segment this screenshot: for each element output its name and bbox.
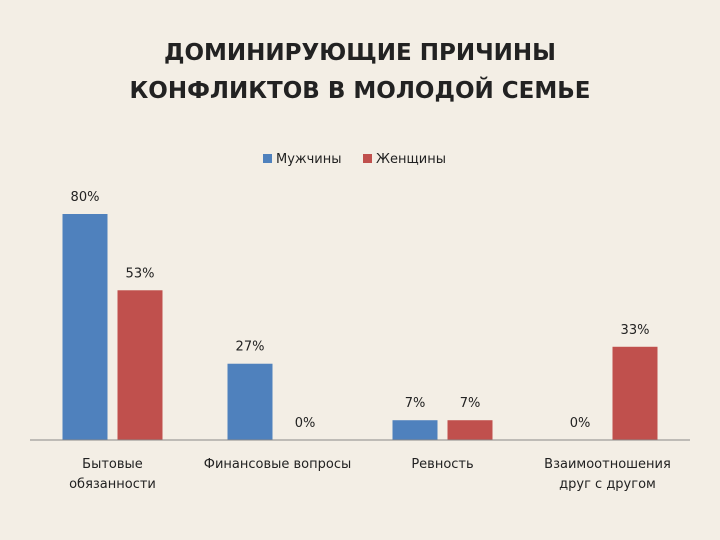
data-label-2-women: 0% xyxy=(295,416,316,431)
bar-1-women xyxy=(117,290,163,440)
legend-label-1: Мужчины xyxy=(276,152,342,167)
legend-swatch-2 xyxy=(363,154,372,163)
chart-title-line-2: КОНФЛИКТОВ В МОЛОДОЙ СЕМЬЕ xyxy=(129,78,591,104)
bar-3-women xyxy=(447,420,493,440)
data-label-3-women: 7% xyxy=(460,396,481,411)
data-label-3-men: 7% xyxy=(405,396,426,411)
bar-1-men xyxy=(62,214,108,440)
category-label-4-line-2: друг с другом xyxy=(559,477,656,492)
category-label-4-line-1: Взаимоотношения xyxy=(544,457,671,472)
bar-2-men xyxy=(227,363,273,440)
bar-4-women xyxy=(612,346,658,440)
legend-label-2: Женщины xyxy=(376,152,446,167)
data-label-4-men: 0% xyxy=(570,416,591,431)
data-label-1-men: 80% xyxy=(71,190,100,205)
category-label-3: Ревность xyxy=(411,457,473,472)
data-label-4-women: 33% xyxy=(621,323,650,338)
data-label-2-men: 27% xyxy=(236,340,265,355)
data-label-1-women: 53% xyxy=(126,266,155,281)
category-label-2: Финансовые вопросы xyxy=(204,457,352,472)
bar-3-men xyxy=(392,420,438,440)
category-label-1-line-1: Бытовые xyxy=(82,457,143,472)
category-label-1-line-2: обязанности xyxy=(69,477,156,492)
legend-swatch-1 xyxy=(263,154,272,163)
chart-title: ДОМИНИРУЮЩИЕ ПРИЧИНЫ КОНФЛИКТОВ В МОЛОДО… xyxy=(0,34,720,110)
chart-title-line-1: ДОМИНИРУЮЩИЕ ПРИЧИНЫ xyxy=(164,40,556,66)
